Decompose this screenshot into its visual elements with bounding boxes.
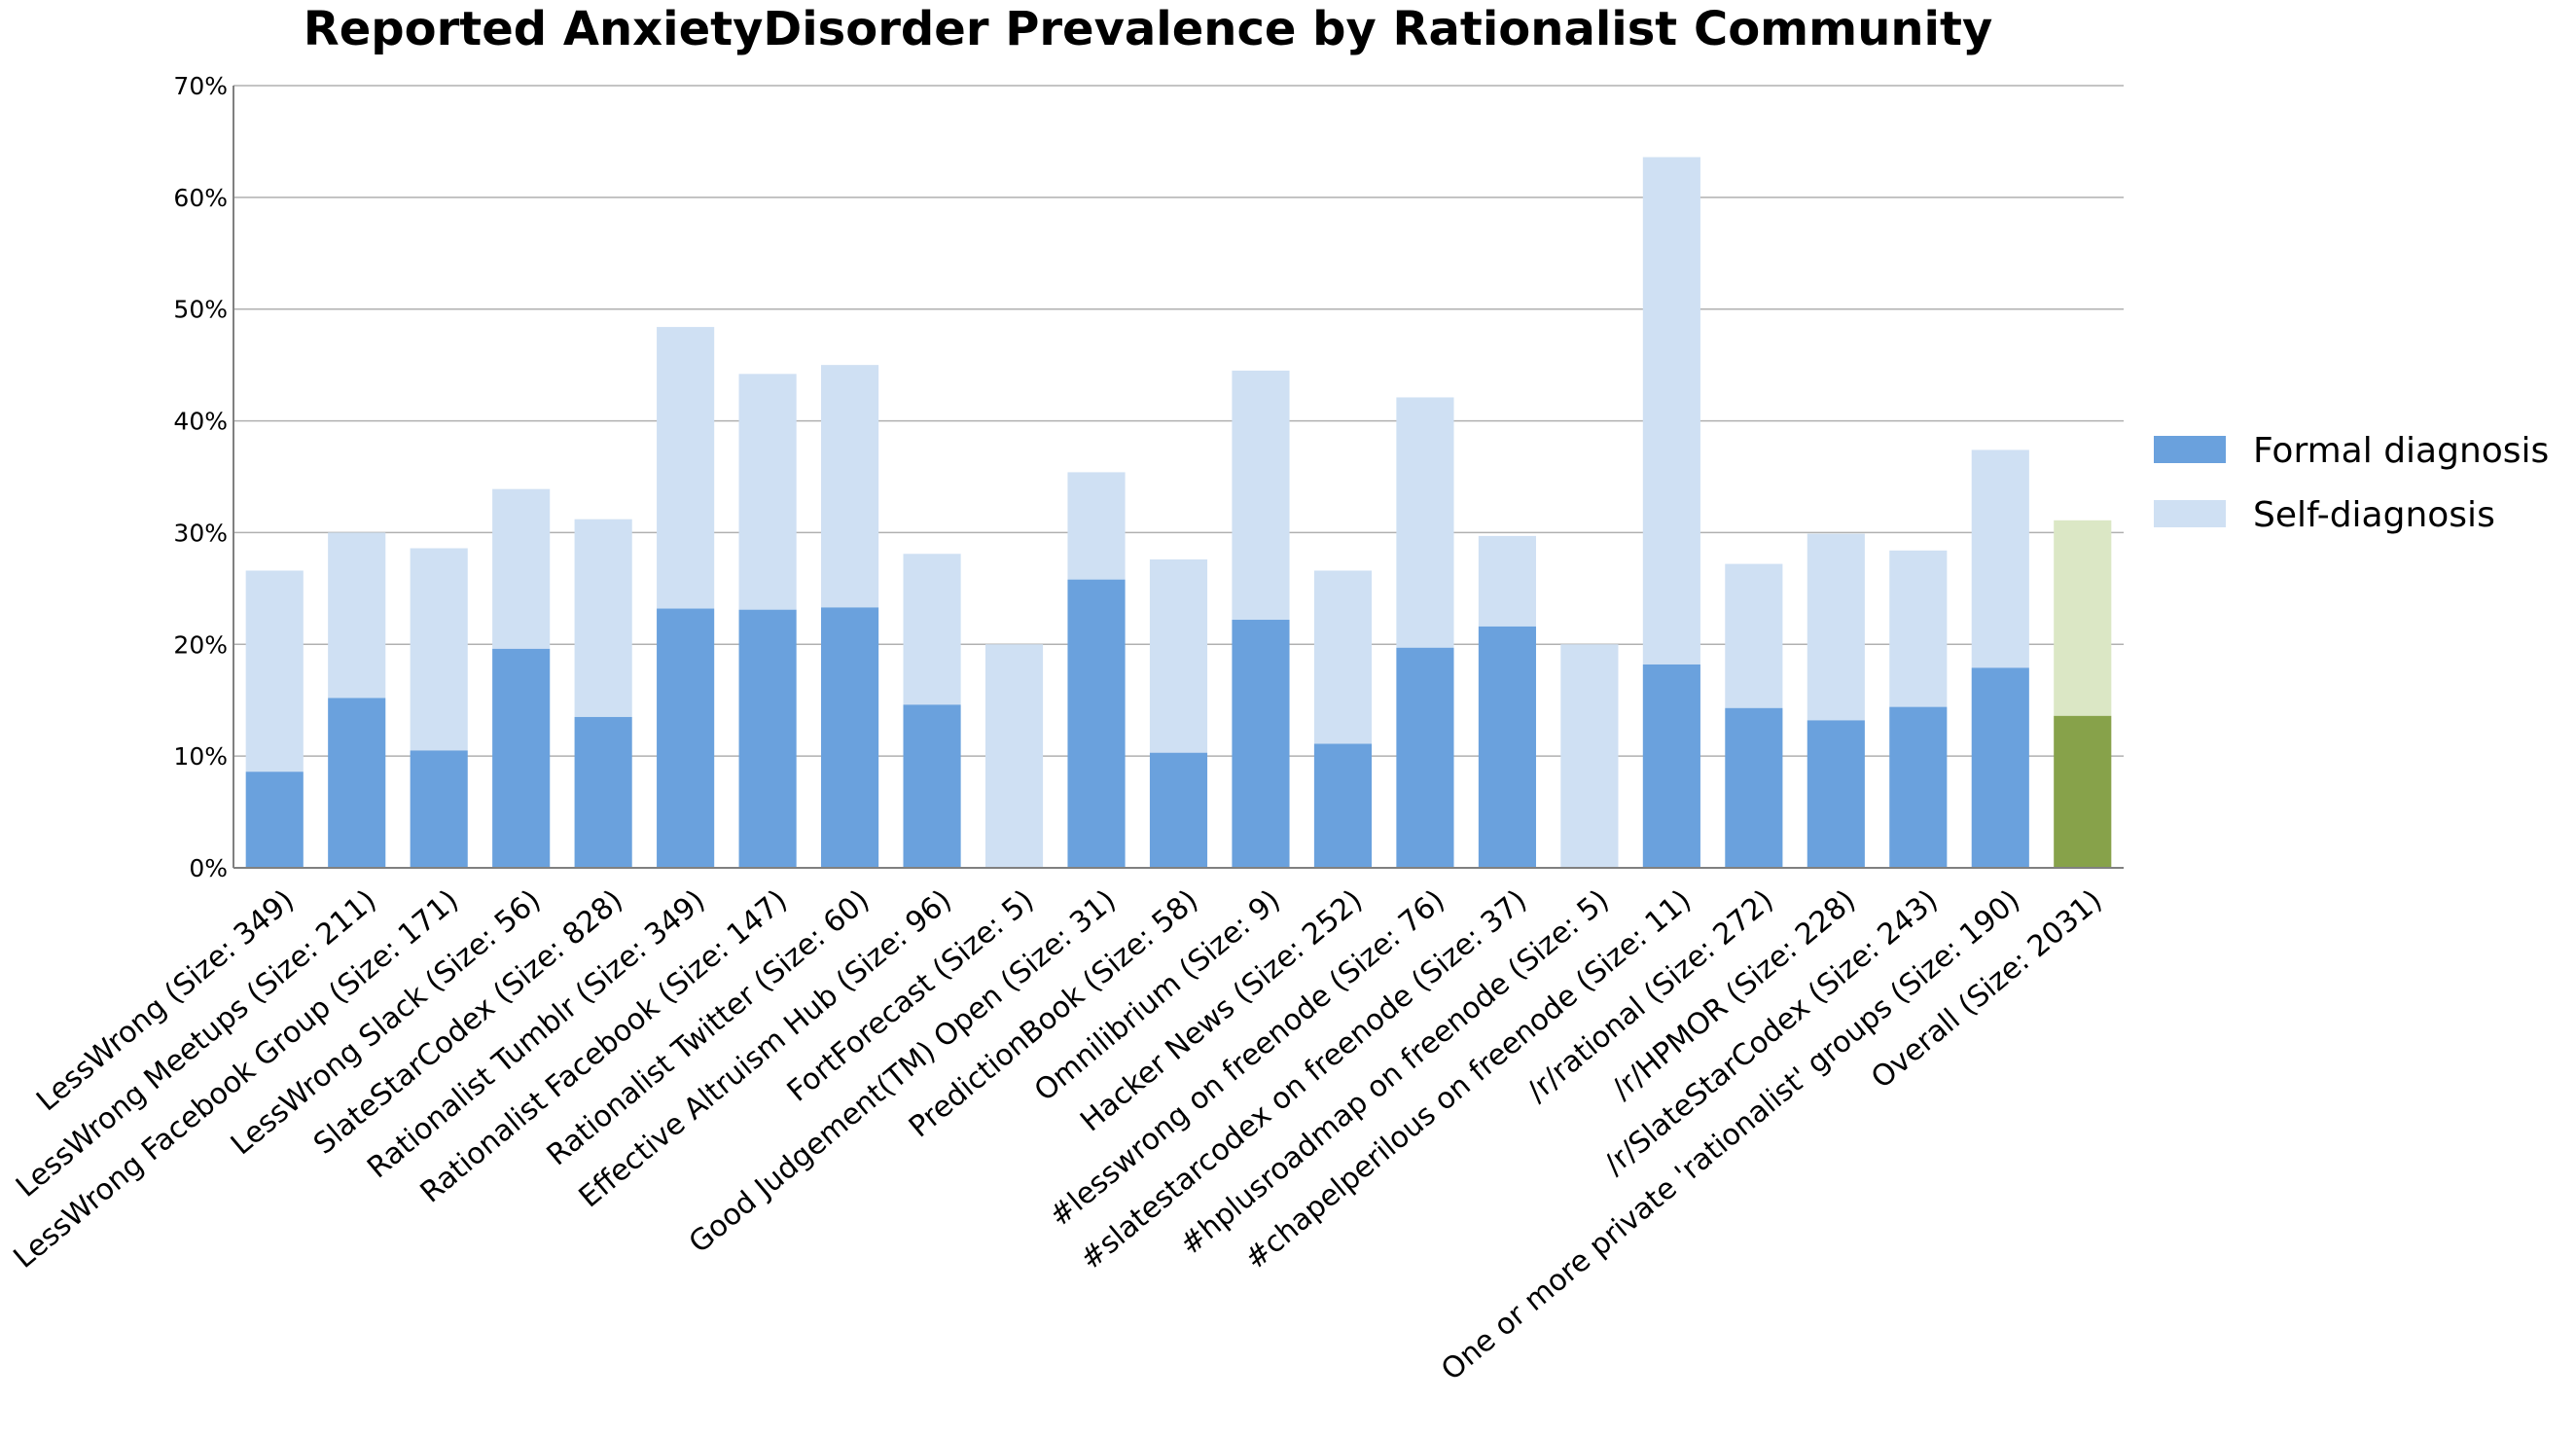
bar-formal-diagnosis	[1642, 664, 1700, 868]
bar-self-diagnosis	[1396, 397, 1454, 648]
bar-self-diagnosis	[410, 548, 468, 751]
bar-formal-diagnosis	[328, 698, 386, 868]
bar-formal-diagnosis	[1807, 720, 1865, 868]
bar-self-diagnosis	[657, 327, 715, 609]
bar-self-diagnosis	[245, 570, 304, 772]
bar-self-diagnosis	[1149, 558, 1208, 753]
bar-self-diagnosis	[738, 374, 797, 610]
bar-self-diagnosis	[2054, 520, 2112, 716]
bar-self-diagnosis	[1889, 550, 1948, 707]
x-tick-labels: LessWrong (Size: 349)LessWrong Meetups (…	[8, 883, 2109, 1387]
bar-formal-diagnosis	[1396, 647, 1454, 868]
bar-formal-diagnosis	[245, 772, 304, 868]
bar-formal-diagnosis	[2054, 715, 2112, 868]
y-tick-label: 50%	[173, 296, 228, 324]
bar-self-diagnosis	[1971, 449, 2029, 668]
bar-formal-diagnosis	[1725, 707, 1783, 868]
bar-formal-diagnosis	[492, 648, 551, 868]
bar-self-diagnosis	[492, 488, 551, 649]
bar-formal-diagnosis	[738, 609, 797, 868]
bar-self-diagnosis	[903, 554, 961, 705]
y-tick-label: 0%	[189, 854, 228, 882]
bar-formal-diagnosis	[1149, 752, 1208, 868]
bar-self-diagnosis	[1807, 533, 1865, 721]
bar-self-diagnosis	[1067, 472, 1126, 580]
bar-self-diagnosis	[1560, 644, 1619, 868]
bar-formal-diagnosis	[1313, 743, 1373, 868]
y-tick-label: 60%	[173, 184, 228, 212]
legend-label: Formal diagnosis	[2253, 431, 2549, 471]
bar-formal-diagnosis	[1232, 620, 1290, 868]
bar-formal-diagnosis	[1067, 579, 1126, 868]
bar-formal-diagnosis	[903, 704, 961, 868]
bar-self-diagnosis	[1232, 370, 1290, 621]
bar-formal-diagnosis	[1478, 626, 1536, 868]
bar-self-diagnosis	[821, 365, 879, 608]
legend-swatch	[2154, 500, 2226, 527]
bar-formal-diagnosis	[410, 750, 468, 868]
y-tick-label: 30%	[173, 519, 228, 547]
bar-self-diagnosis	[1478, 535, 1536, 627]
bar-formal-diagnosis	[1971, 667, 2029, 868]
y-tick-label: 70%	[173, 72, 228, 100]
bar-self-diagnosis	[1642, 157, 1700, 665]
y-tick-label: 10%	[173, 742, 228, 771]
bar-self-diagnosis	[984, 644, 1044, 868]
bar-formal-diagnosis	[821, 607, 879, 868]
bars	[245, 157, 2112, 868]
bar-formal-diagnosis	[574, 716, 632, 868]
bar-formal-diagnosis	[657, 608, 715, 868]
axes	[233, 86, 2124, 869]
legend-label: Self-diagnosis	[2253, 495, 2495, 535]
chart-title: Reported AnxietyDisorder Prevalence by R…	[304, 2, 1992, 56]
y-tick-labels: 0% 10% 20% 30% 40% 50% 60% 70%	[173, 72, 228, 882]
bar-formal-diagnosis	[1889, 706, 1948, 868]
y-tick-label: 40%	[173, 408, 228, 436]
bar-self-diagnosis	[574, 519, 632, 717]
y-tick-label: 20%	[173, 630, 228, 659]
legend: Formal diagnosis Self-diagnosis	[2154, 431, 2549, 535]
legend-swatch	[2154, 436, 2226, 463]
bar-self-diagnosis	[1725, 563, 1783, 708]
bar-self-diagnosis	[1313, 570, 1373, 744]
bar-self-diagnosis	[328, 532, 386, 699]
